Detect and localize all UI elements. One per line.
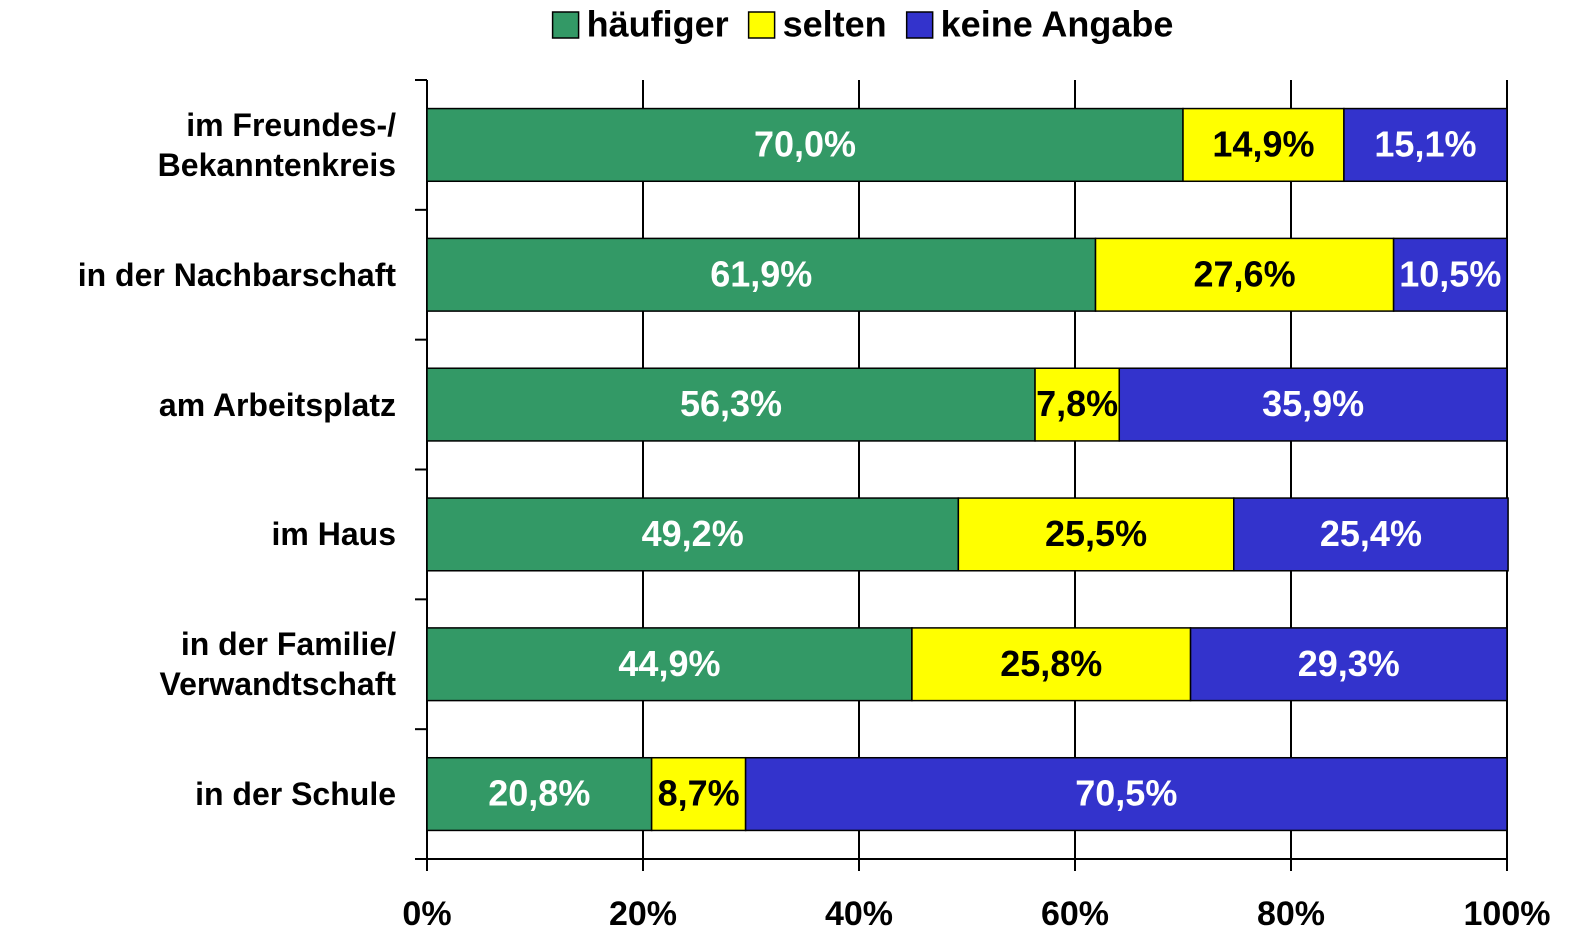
x-tick-label: 100% (1464, 895, 1551, 933)
data-label: 27,6% (1194, 253, 1296, 294)
bar-segment (1094, 237, 1395, 312)
bar-segment (1392, 237, 1508, 312)
legend: häufiger selten keine Angabe (551, 4, 1174, 45)
data-label: 20,8% (488, 773, 590, 814)
x-tick-label: 60% (1041, 895, 1109, 933)
data-label: 25,4% (1320, 513, 1422, 554)
bar-segment (957, 497, 1235, 572)
data-label: 49,2% (642, 513, 744, 554)
x-tick-label: 0% (402, 895, 451, 933)
category-label: am Arbeitsplatz (158, 386, 396, 423)
bar-segment (426, 107, 1184, 183)
data-label: 14,9% (1212, 123, 1314, 164)
data-label: 25,8% (1000, 643, 1102, 684)
legend-label: selten (783, 4, 887, 45)
category-label: in der Familie/ Verwandtschaft (159, 626, 396, 703)
bar-segment (1233, 497, 1509, 572)
bar-segment (426, 367, 1036, 442)
legend-label: häufiger (587, 4, 729, 45)
x-tick-label: 80% (1257, 895, 1325, 933)
bar-segment (426, 756, 653, 832)
data-label: 29,3% (1298, 643, 1400, 684)
category-label: in der Schule (195, 776, 396, 813)
data-label: 10,5% (1399, 253, 1501, 294)
legend-swatch (905, 11, 934, 39)
bar-segment (1034, 367, 1121, 442)
data-label: 8,7% (658, 773, 740, 814)
data-label: 7,8% (1036, 383, 1118, 424)
bar-segment (1182, 107, 1345, 183)
data-label: 61,9% (710, 253, 812, 294)
data-label: 70,0% (754, 123, 856, 164)
legend-label: keine Angabe (941, 4, 1174, 45)
bar-segment (1118, 367, 1508, 442)
data-label: 35,9% (1262, 383, 1364, 424)
data-label: 70,5% (1075, 773, 1177, 814)
bar-segment (1189, 627, 1508, 702)
category-label: im Haus (271, 516, 396, 553)
category-label: im Freundes-/ Bekanntenkreis (157, 106, 396, 183)
legend-swatch (551, 11, 580, 39)
data-label: 44,9% (618, 643, 720, 684)
legend-swatch (747, 11, 776, 39)
bar-segment (426, 237, 1097, 312)
bar-segment (426, 627, 913, 702)
data-label: 25,5% (1045, 513, 1147, 554)
x-tick-label: 40% (825, 895, 893, 933)
x-tick-label: 20% (609, 895, 677, 933)
data-label: 15,1% (1374, 123, 1476, 164)
data-label: 56,3% (680, 383, 782, 424)
category-label: in der Nachbarschaft (77, 256, 396, 293)
bar-segment (744, 756, 1508, 832)
bar-segment (426, 497, 960, 572)
bar-segment (1343, 107, 1508, 183)
